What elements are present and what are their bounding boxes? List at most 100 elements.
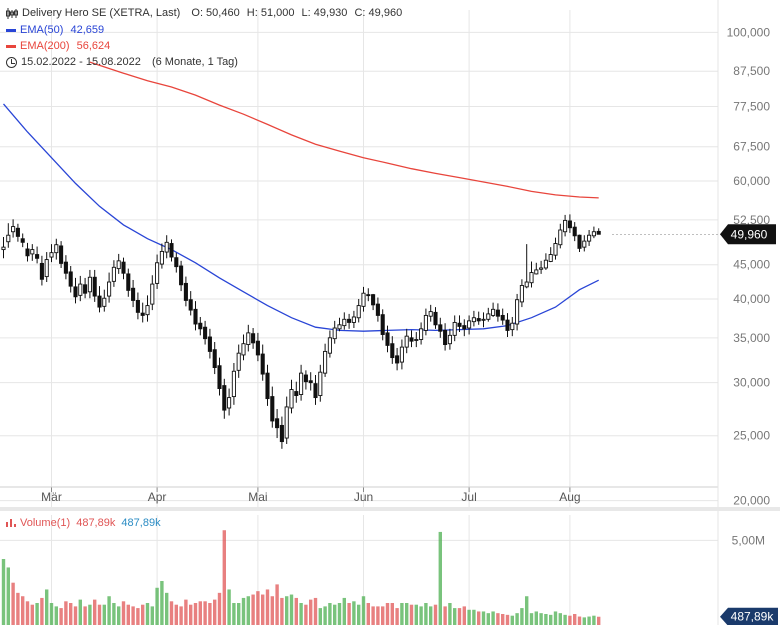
candle[interactable] — [534, 262, 539, 275]
candle[interactable] — [361, 286, 366, 312]
volume-bar[interactable] — [227, 589, 231, 625]
volume-bar[interactable] — [121, 601, 126, 625]
candle[interactable] — [25, 242, 30, 262]
volume-bar[interactable] — [313, 597, 318, 625]
volume-bar[interactable] — [160, 581, 164, 625]
volume-bar[interactable] — [448, 603, 452, 625]
candle[interactable] — [491, 302, 496, 317]
candle[interactable] — [414, 332, 419, 348]
candle[interactable] — [188, 291, 193, 316]
candle[interactable] — [356, 298, 361, 323]
candle[interactable] — [596, 228, 601, 235]
candle[interactable] — [183, 276, 188, 307]
volume-bar[interactable] — [69, 603, 73, 625]
volume-bar[interactable] — [11, 582, 15, 625]
candle[interactable] — [217, 357, 222, 396]
candle[interactable] — [587, 230, 592, 246]
volume-bar[interactable] — [299, 603, 303, 625]
candle[interactable] — [246, 324, 251, 352]
candle[interactable] — [270, 386, 275, 428]
volume-bar[interactable] — [568, 615, 572, 625]
candle[interactable] — [404, 328, 409, 354]
candle[interactable] — [572, 222, 577, 242]
candle[interactable] — [558, 223, 563, 249]
candle[interactable] — [303, 370, 308, 390]
volume-bar[interactable] — [16, 592, 20, 625]
volume-bar[interactable] — [232, 603, 236, 625]
candle[interactable] — [54, 238, 59, 260]
candle[interactable] — [145, 295, 150, 322]
candle[interactable] — [371, 293, 376, 311]
candle[interactable] — [241, 334, 246, 361]
volume-bar[interactable] — [491, 611, 495, 625]
candle[interactable] — [395, 347, 400, 371]
volume-bar[interactable] — [395, 608, 399, 625]
candle[interactable] — [299, 364, 304, 401]
candle[interactable] — [260, 344, 265, 381]
candle[interactable] — [193, 301, 198, 331]
volume-bar[interactable] — [193, 603, 198, 625]
volume-bar[interactable] — [443, 606, 447, 625]
candle[interactable] — [15, 223, 20, 242]
volume-bar[interactable] — [6, 567, 10, 625]
volume-bar[interactable] — [93, 599, 97, 625]
candle[interactable] — [582, 235, 587, 252]
candle[interactable] — [251, 328, 256, 349]
volume-bar[interactable] — [472, 609, 476, 625]
candle[interactable] — [500, 308, 505, 325]
candle[interactable] — [140, 302, 145, 323]
volume-bar[interactable] — [107, 596, 111, 625]
volume-bar[interactable] — [361, 596, 366, 625]
candle[interactable] — [313, 375, 318, 405]
volume-bar[interactable] — [30, 604, 34, 625]
candle[interactable] — [135, 292, 140, 320]
volume-bar[interactable] — [169, 601, 174, 625]
volume-bar[interactable] — [592, 615, 596, 625]
volume-bar[interactable] — [529, 613, 534, 625]
volume-bar[interactable] — [222, 530, 226, 625]
volume-bar[interactable] — [352, 601, 356, 625]
volume-bar[interactable] — [285, 596, 289, 625]
candle[interactable] — [87, 269, 92, 299]
volume-bar[interactable] — [400, 603, 404, 625]
candle[interactable] — [212, 342, 217, 375]
volume-bar[interactable] — [371, 606, 375, 625]
candle[interactable] — [83, 277, 88, 299]
volume-bar[interactable] — [1, 559, 6, 625]
volume-bar[interactable] — [45, 589, 49, 625]
volume-bar[interactable] — [165, 592, 169, 625]
volume-bar[interactable] — [261, 594, 265, 625]
volume-bar[interactable] — [342, 597, 346, 625]
volume-bar[interactable] — [462, 606, 466, 625]
volume-bar[interactable] — [477, 611, 481, 625]
volume-bar[interactable] — [525, 596, 529, 625]
candle[interactable] — [111, 260, 116, 287]
candle[interactable] — [543, 253, 548, 270]
candle[interactable] — [164, 235, 169, 259]
volume-bar[interactable] — [208, 603, 212, 625]
candle[interactable] — [515, 293, 520, 331]
volume-bar[interactable] — [333, 604, 337, 625]
volume-bar[interactable] — [419, 606, 423, 625]
candle[interactable] — [347, 313, 352, 329]
volume-bar[interactable] — [587, 616, 591, 625]
volume-legend[interactable]: Volume(1) 487,89k 487,89k — [6, 517, 161, 529]
volume-bar[interactable] — [405, 603, 409, 625]
candle[interactable] — [553, 237, 558, 260]
candle[interactable] — [567, 214, 572, 233]
candle[interactable] — [447, 328, 452, 350]
candle[interactable] — [150, 275, 155, 311]
volume-bar[interactable] — [318, 608, 322, 625]
volume-bar[interactable] — [414, 604, 418, 625]
candle[interactable] — [443, 323, 448, 351]
volume-bar[interactable] — [467, 609, 471, 625]
volume-bar[interactable] — [304, 604, 308, 625]
volume-bar[interactable] — [510, 615, 514, 625]
candle[interactable] — [44, 252, 49, 283]
volume-bar[interactable] — [347, 603, 351, 625]
volume-bar[interactable] — [390, 603, 394, 625]
volume-bar[interactable] — [328, 603, 332, 625]
candle[interactable] — [6, 223, 11, 248]
volume-bar[interactable] — [534, 611, 538, 625]
